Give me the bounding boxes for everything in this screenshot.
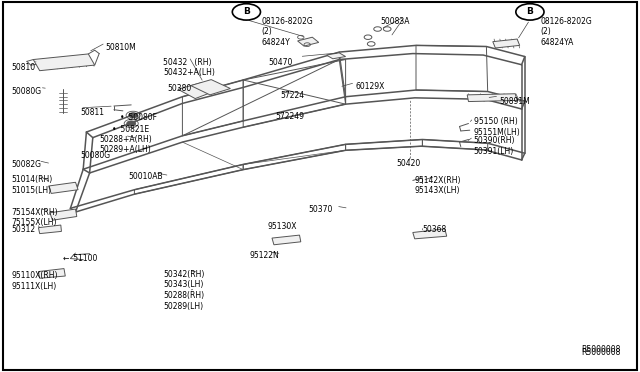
Text: 50083A: 50083A — [381, 17, 410, 26]
Text: B: B — [527, 7, 533, 16]
Polygon shape — [413, 229, 447, 239]
Polygon shape — [49, 182, 78, 193]
Text: R5000008: R5000008 — [581, 348, 621, 357]
Text: 57224: 57224 — [280, 91, 305, 100]
Text: 50342(RH)
50343(LH): 50342(RH) 50343(LH) — [163, 270, 205, 289]
Text: 50312: 50312 — [12, 225, 36, 234]
Text: 51014(RH)
51015(LH): 51014(RH) 51015(LH) — [12, 175, 52, 195]
Text: 95142X(RH)
95143X(LH): 95142X(RH) 95143X(LH) — [415, 176, 461, 195]
Text: 95122N: 95122N — [250, 251, 279, 260]
Text: 50288(RH)
50289(LH): 50288(RH) 50289(LH) — [163, 291, 204, 311]
Text: 50082G: 50082G — [12, 160, 42, 169]
Text: R5000008: R5000008 — [581, 345, 621, 354]
Text: 60129X: 60129X — [355, 82, 385, 91]
Text: 50810: 50810 — [12, 63, 36, 72]
Text: 08126-8202G
(2)
64824Y: 08126-8202G (2) 64824Y — [261, 17, 313, 47]
Text: 95130X: 95130X — [268, 222, 297, 231]
Text: 08126-8202G
(2)
64824YA: 08126-8202G (2) 64824YA — [541, 17, 593, 47]
FancyBboxPatch shape — [3, 2, 637, 370]
Text: • 50080F: • 50080F — [120, 113, 157, 122]
Text: 50368: 50368 — [422, 225, 447, 234]
Polygon shape — [493, 39, 520, 48]
Text: 50080G: 50080G — [12, 87, 42, 96]
Text: 50370: 50370 — [308, 205, 333, 214]
Polygon shape — [38, 225, 61, 234]
Text: 50390(RH)
50391(LH): 50390(RH) 50391(LH) — [474, 136, 515, 155]
Text: 75154X(RH)
75155X(LH): 75154X(RH) 75155X(LH) — [12, 208, 58, 227]
Text: 50432   (RH)
50432+A(LH): 50432 (RH) 50432+A(LH) — [163, 58, 215, 77]
Polygon shape — [33, 54, 95, 71]
Polygon shape — [467, 94, 517, 102]
Polygon shape — [326, 53, 346, 59]
Text: • 50821E: • 50821E — [112, 125, 149, 134]
Text: 95150 (RH)
95151M(LH): 95150 (RH) 95151M(LH) — [474, 117, 520, 137]
Polygon shape — [191, 80, 230, 95]
Polygon shape — [272, 235, 301, 245]
Polygon shape — [50, 209, 77, 220]
Text: 50811: 50811 — [80, 108, 104, 117]
Polygon shape — [178, 83, 218, 99]
Text: 50010AB: 50010AB — [128, 172, 163, 181]
Text: ← 51100: ← 51100 — [63, 254, 97, 263]
Text: 50470: 50470 — [269, 58, 293, 67]
Polygon shape — [38, 269, 65, 278]
Text: 50420: 50420 — [397, 159, 421, 168]
Polygon shape — [298, 37, 319, 46]
Circle shape — [127, 121, 136, 126]
Text: B: B — [243, 7, 250, 16]
Text: 572249: 572249 — [275, 112, 304, 121]
Text: 50080G: 50080G — [80, 151, 110, 160]
Text: 50380: 50380 — [168, 84, 192, 93]
Circle shape — [129, 113, 138, 118]
Text: 50810M: 50810M — [106, 43, 136, 52]
Text: 50288+A(RH)
50289+A(LH): 50288+A(RH) 50289+A(LH) — [99, 135, 152, 154]
Text: 95110X(RH)
95111X(LH): 95110X(RH) 95111X(LH) — [12, 271, 58, 291]
Text: 50891M: 50891M — [499, 97, 530, 106]
